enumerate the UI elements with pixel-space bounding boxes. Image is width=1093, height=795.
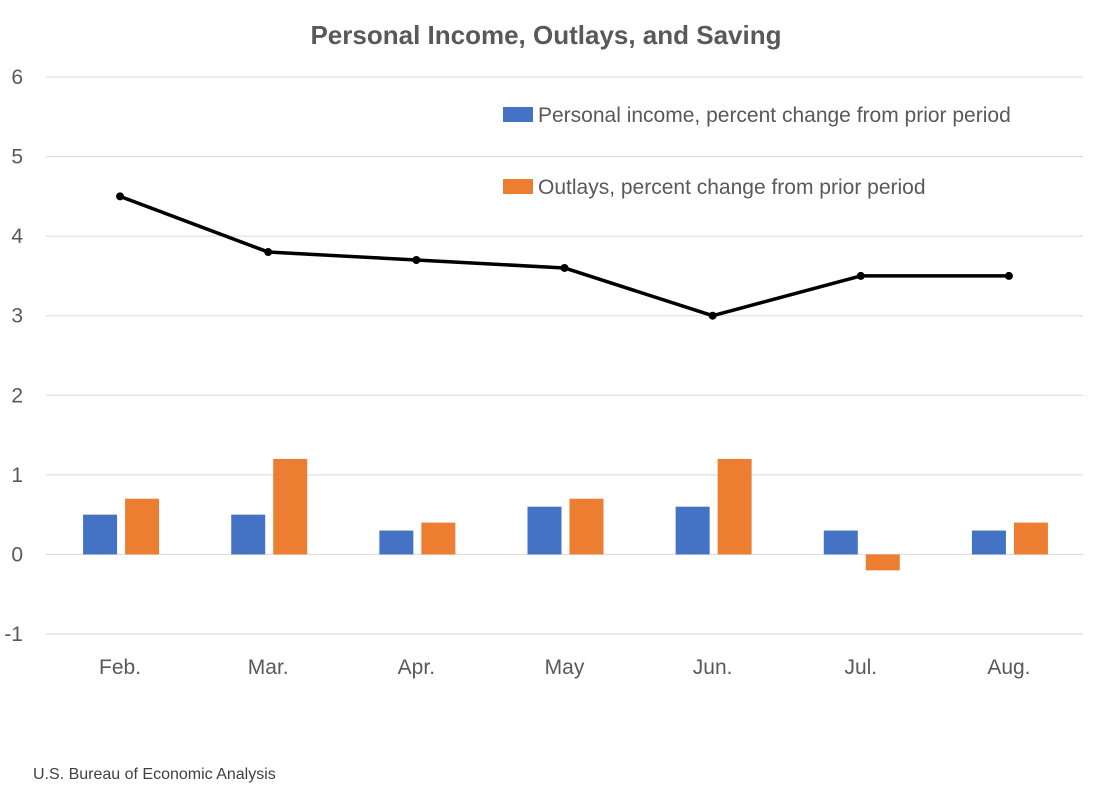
bar-outlays-5 [865,554,900,571]
chart-title: Personal Income, Outlays, and Saving [310,20,781,50]
bar-outlays-3 [569,498,604,555]
y-axis-tick-labels: -1 0 1 2 3 4 5 6 [4,66,23,646]
bar-outlays-4 [717,458,752,555]
line-point-4 [708,311,717,320]
legend-label-personal-income: Personal income, percent change from pri… [538,104,1011,127]
bar-personal-income-5 [823,530,858,555]
x-axis-tick-labels: Feb. Mar. Apr. May Jun. Jul. Aug. [99,656,1030,679]
legend: Personal income, percent change from pri… [503,104,1011,199]
gridlines [46,76,1083,635]
line-point-0 [116,192,125,201]
x-tick-label: May [545,656,585,679]
line-point-2 [412,256,421,265]
x-tick-label: Jun. [693,656,733,679]
line-point-3 [560,263,569,272]
bar-outlays-0 [125,498,160,555]
bar-outlays-1 [273,458,308,555]
bar-personal-income-0 [83,514,118,555]
bar-personal-income-1 [231,514,266,555]
bar-outlays-2 [421,522,456,555]
y-tick-label: 6 [11,66,23,89]
y-tick-label: 5 [11,146,23,169]
bar-personal-income-6 [971,530,1006,555]
y-tick-label: -1 [4,623,23,646]
x-tick-label: Aug. [987,656,1030,679]
bar-personal-income-2 [379,530,414,555]
line-point-5 [856,271,865,280]
y-tick-label: 1 [11,464,23,487]
x-tick-label: Jul. [844,656,877,679]
line-point-6 [1004,271,1013,280]
legend-label-outlays: Outlays, percent change from prior perio… [538,176,926,199]
legend-swatch-outlays [503,179,533,194]
bars [83,458,1048,571]
bar-outlays-6 [1013,522,1048,555]
legend-swatch-personal-income [503,107,533,122]
x-tick-label: Apr. [398,656,435,679]
x-tick-label: Feb. [99,656,141,679]
saving-rate-line [119,194,1009,318]
y-tick-label: 4 [11,225,23,248]
line-series [116,192,1013,320]
line-point-1 [264,248,273,257]
source-note: U.S. Bureau of Economic Analysis [33,766,276,783]
bar-personal-income-3 [527,506,562,555]
bar-personal-income-4 [675,506,710,555]
y-tick-label: 2 [11,384,23,407]
y-tick-label: 3 [11,305,23,328]
y-tick-label: 0 [11,543,23,566]
x-tick-label: Mar. [248,656,289,679]
